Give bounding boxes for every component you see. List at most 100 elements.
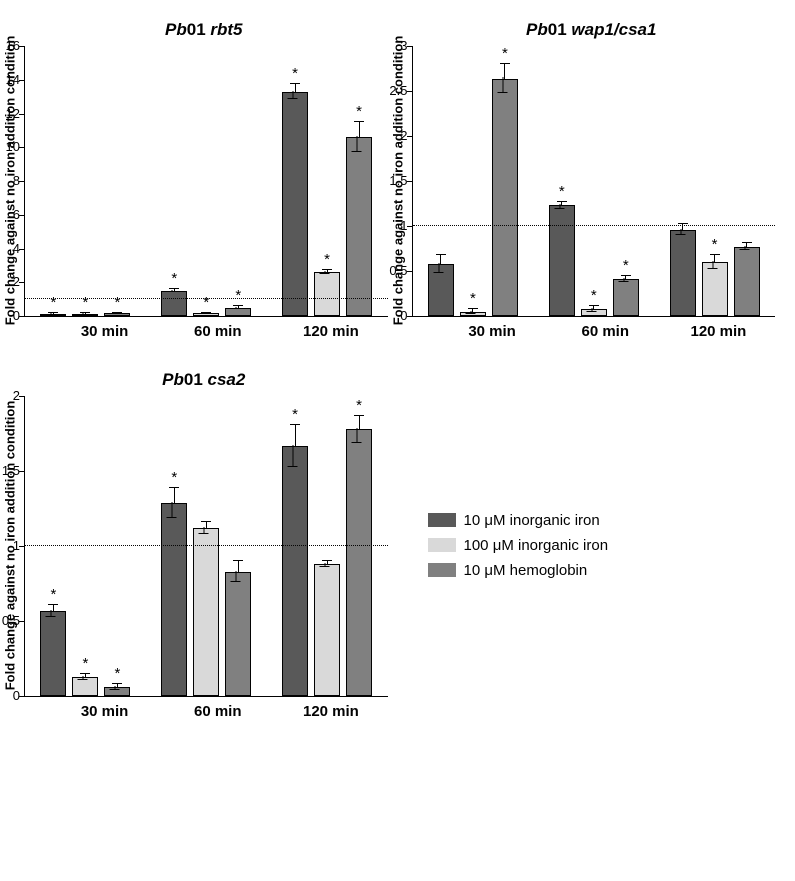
bar-wrap: * <box>72 396 98 696</box>
title-prefix: Pb <box>526 20 548 39</box>
panel-wap1: Fold change against no iron addition con… <box>408 20 776 340</box>
title-gene: csa2 <box>203 370 246 389</box>
bar <box>314 272 340 316</box>
panel-rbt5: Fold change against no iron addition con… <box>20 20 388 340</box>
bar <box>314 564 340 696</box>
bar <box>549 205 575 316</box>
bar-wrap: * <box>613 46 639 316</box>
error-bar-lower <box>293 91 298 100</box>
bar-group: * <box>146 396 267 696</box>
bar-wrap: * <box>702 46 728 316</box>
error-bar-lower <box>712 261 717 269</box>
error-bar-lower <box>204 527 209 534</box>
error-bar-lower <box>502 77 507 93</box>
x-axis: 30 min60 min120 min <box>20 697 388 720</box>
chart-title: Pb01 csa2 <box>20 370 388 390</box>
bar-groups: ********* <box>25 46 388 316</box>
bar-group: * * * <box>533 46 654 316</box>
bar-wrap: * <box>581 46 607 316</box>
bar-group: * * * <box>267 46 388 316</box>
bar-wrap: * <box>40 396 66 696</box>
error-bar <box>169 487 179 503</box>
bar <box>346 137 372 316</box>
error-bar-lower <box>236 307 241 309</box>
title-normal: 01 <box>187 20 206 39</box>
bar-wrap <box>734 46 760 316</box>
bar <box>492 79 518 316</box>
bar <box>702 262 728 316</box>
bar-group: * <box>654 46 775 316</box>
bar-wrap <box>225 396 251 696</box>
significance-marker: * <box>324 252 330 267</box>
error-bar <box>354 415 364 430</box>
significance-marker: * <box>591 288 597 303</box>
x-axis: 30 min60 min120 min <box>408 317 776 340</box>
bar-wrap: * <box>161 46 187 316</box>
significance-marker: * <box>470 291 476 306</box>
error-bar-lower <box>559 204 564 209</box>
bar <box>40 611 66 697</box>
bar-wrap: * <box>104 396 130 696</box>
bar <box>346 429 372 696</box>
title-gene: wap1/csa1 <box>567 20 657 39</box>
bar <box>161 291 187 316</box>
bar-wrap: * <box>104 46 130 316</box>
significance-marker: * <box>82 656 88 671</box>
legend-label: 100 μM inorganic iron <box>464 537 609 554</box>
reference-line <box>25 298 388 299</box>
bar-groups: * * * * * * <box>25 396 388 696</box>
bar-wrap <box>670 46 696 316</box>
error-bar-lower <box>325 271 330 274</box>
error-bar-lower <box>623 278 628 282</box>
error-bar-lower <box>591 308 596 312</box>
error-bar-lower <box>236 571 241 583</box>
significance-marker: * <box>171 271 177 286</box>
bar <box>734 247 760 316</box>
significance-marker: * <box>623 258 629 273</box>
bar <box>670 230 696 316</box>
legend-swatch <box>428 563 456 577</box>
significance-marker: * <box>292 407 298 422</box>
bar-wrap: * <box>549 46 575 316</box>
x-tick-label: 120 min <box>274 317 387 340</box>
significance-marker: * <box>114 295 120 310</box>
y-tick-mark <box>19 316 25 317</box>
panel-csa2: Fold change against no iron addition con… <box>20 370 388 720</box>
bar <box>161 503 187 697</box>
bar <box>613 279 639 316</box>
significance-marker: * <box>292 66 298 81</box>
bar-wrap <box>193 396 219 696</box>
error-bar-lower <box>115 686 120 690</box>
x-tick-label: 30 min <box>436 317 549 340</box>
bar-wrap: * <box>460 46 486 316</box>
bar-group: * * * <box>25 396 146 696</box>
significance-marker: * <box>171 470 177 485</box>
significance-marker: * <box>356 398 362 413</box>
plot-area: * * * * * * <box>24 396 388 697</box>
plot-area: ********* <box>24 46 388 317</box>
figure-grid: Fold change against no iron addition con… <box>20 20 775 720</box>
x-tick-label: 30 min <box>48 697 161 720</box>
legend-label: 10 μM inorganic iron <box>464 512 600 529</box>
x-tick-label: 60 min <box>161 317 274 340</box>
error-bar-lower <box>115 312 120 314</box>
legend-label: 10 μM hemoglobin <box>464 562 588 579</box>
title-normal: 01 <box>184 370 203 389</box>
x-labels: 30 min60 min120 min <box>48 697 388 720</box>
x-tick-label: 60 min <box>161 697 274 720</box>
x-axis: 30 min60 min120 min <box>20 317 388 340</box>
significance-marker: * <box>50 587 56 602</box>
bar-wrap: * <box>225 46 251 316</box>
significance-marker: * <box>356 104 362 119</box>
error-bar-lower <box>438 263 443 273</box>
error-bar-lower <box>204 312 209 314</box>
x-tick-label: 120 min <box>274 697 387 720</box>
error-bar-lower <box>744 246 749 251</box>
error-bar-lower <box>293 445 298 467</box>
legend-swatch <box>428 538 456 552</box>
title-normal: 01 <box>548 20 567 39</box>
x-labels: 30 min60 min120 min <box>436 317 776 340</box>
bar-wrap: * <box>346 46 372 316</box>
error-bar <box>354 121 364 137</box>
plot-row: 1614121086420 ********* <box>20 46 388 317</box>
